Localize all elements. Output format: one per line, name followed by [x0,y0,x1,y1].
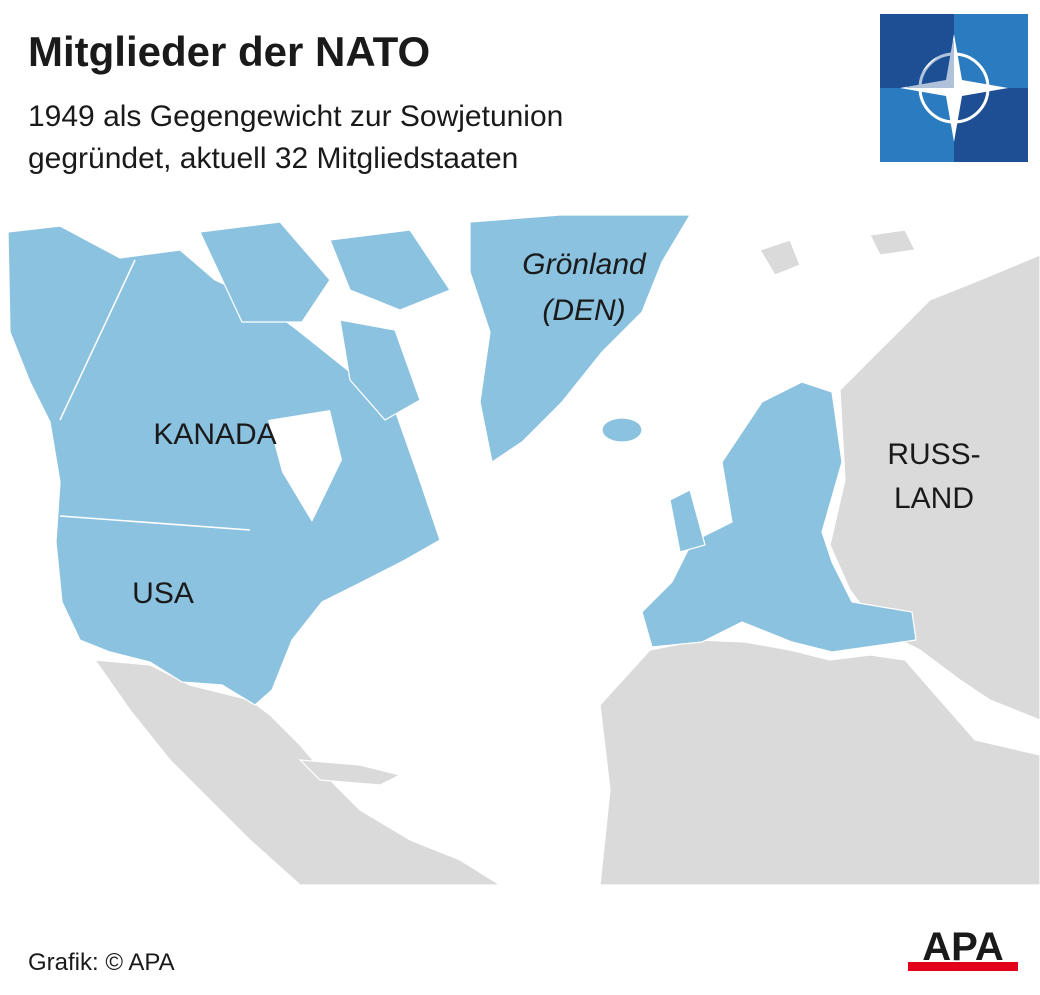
border-line [59,515,251,531]
greenland [469,214,692,463]
svalbard [759,239,801,276]
member-land [7,214,917,706]
caribbean [298,759,402,786]
franz-josef-land [869,229,916,256]
central-america [93,659,503,886]
subtitle-line: 1949 als Gegengewicht zur Sowjetunion [28,100,563,133]
russia [829,254,1040,721]
border-line [59,259,136,421]
map-label: KANADA [153,418,276,451]
map-label: USA [132,577,194,610]
non-member-land [93,229,1040,886]
hudson-bay [268,410,342,522]
arctic-islands-east [329,229,451,311]
baffin-island [339,319,421,421]
map-label: RUSS- [887,438,980,471]
iceland [601,417,643,443]
title: Mitglieder der NATO [28,28,430,75]
united-kingdom [669,489,706,553]
map-label: LAND [894,482,974,515]
map-label: (DEN) [542,294,625,327]
source: Grafik: © APA [28,949,175,976]
map-label: Grönland [522,248,647,281]
africa [599,639,1040,886]
logo-text: APA [922,925,1003,969]
subtitle-line: gegründet, aktuell 32 Mitgliedstaaten [28,142,518,175]
apa-logo: APA [908,925,1018,971]
europe [641,381,917,653]
nato-logo [880,14,1028,162]
arctic-islands [199,221,331,323]
